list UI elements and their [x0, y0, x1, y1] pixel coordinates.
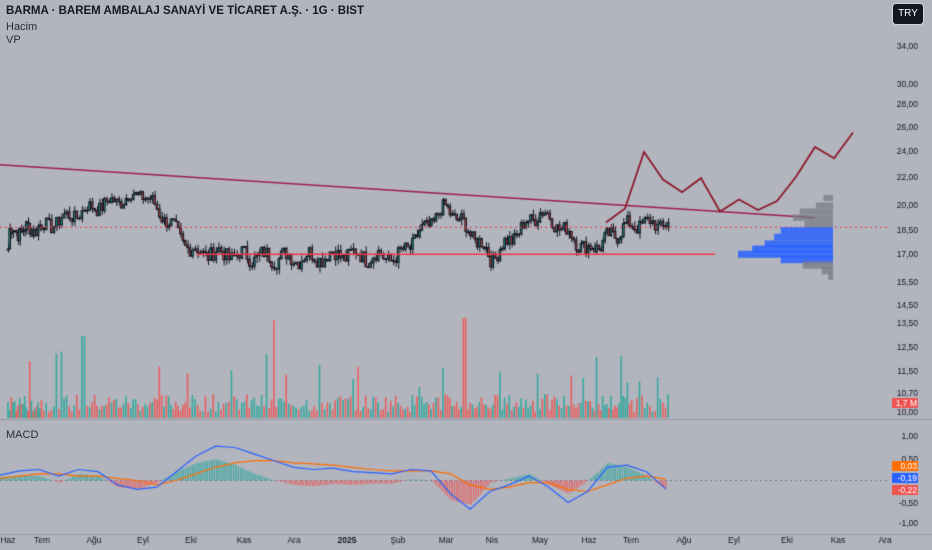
volume-indicator-label[interactable]: Hacim — [6, 21, 38, 33]
currency-button[interactable]: TRY — [892, 3, 924, 25]
symbol-title[interactable]: BARMA · BAREM AMBALAJ SANAYİ VE TİCARET … — [6, 5, 365, 17]
vp-indicator-label[interactable]: VP — [6, 34, 21, 46]
macd-indicator-label[interactable]: MACD — [6, 429, 39, 441]
